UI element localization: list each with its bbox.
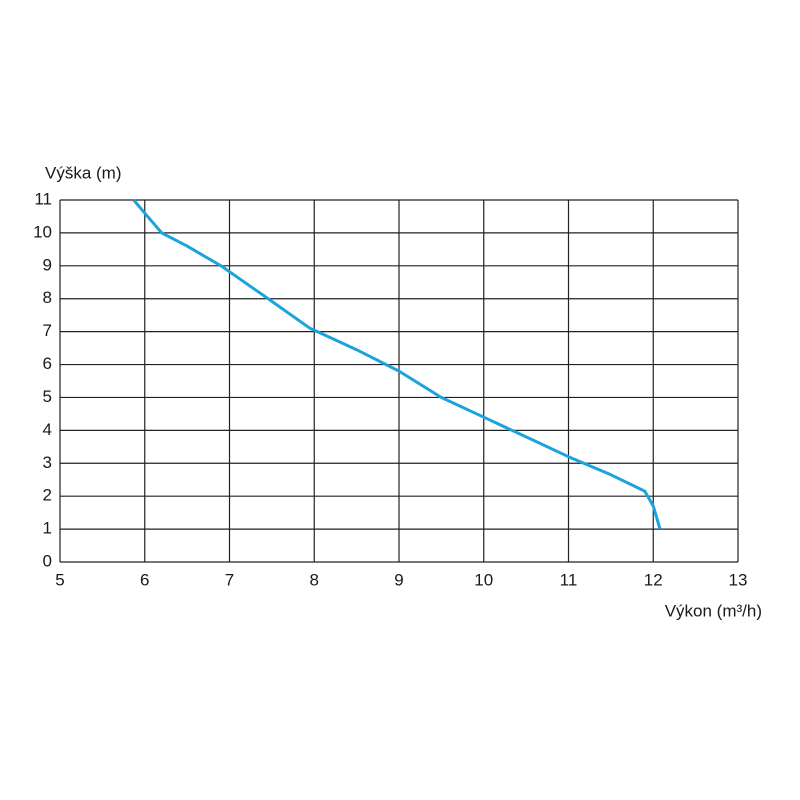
- x-tick-label: 6: [140, 570, 149, 589]
- y-tick-label: 4: [43, 420, 52, 439]
- y-tick-label: 1: [43, 519, 52, 538]
- y-tick-label: 9: [43, 255, 52, 274]
- x-tick-label: 13: [729, 570, 748, 589]
- x-tick-label: 8: [310, 570, 319, 589]
- y-tick-label: 2: [43, 486, 52, 505]
- y-tick-label: 0: [43, 551, 52, 570]
- x-tick-label: 12: [644, 570, 663, 589]
- y-tick-label: 11: [34, 189, 52, 208]
- x-tick-label: 9: [394, 570, 403, 589]
- data-line: [132, 199, 662, 530]
- x-axis-title: Výkon (m³/h): [665, 601, 762, 620]
- y-axis-title: Výška (m): [45, 163, 122, 182]
- y-tick-label: 7: [43, 321, 52, 340]
- y-tick-label: 8: [43, 288, 52, 307]
- y-tick-label: 10: [33, 222, 52, 241]
- x-tick-label: 11: [560, 570, 578, 589]
- x-tick-label: 5: [55, 570, 64, 589]
- x-tick-label: 10: [474, 570, 493, 589]
- y-tick-label: 3: [43, 453, 52, 472]
- y-tick-label: 5: [43, 387, 52, 406]
- x-tick-label: 7: [225, 570, 234, 589]
- y-tick-label: 6: [43, 354, 52, 373]
